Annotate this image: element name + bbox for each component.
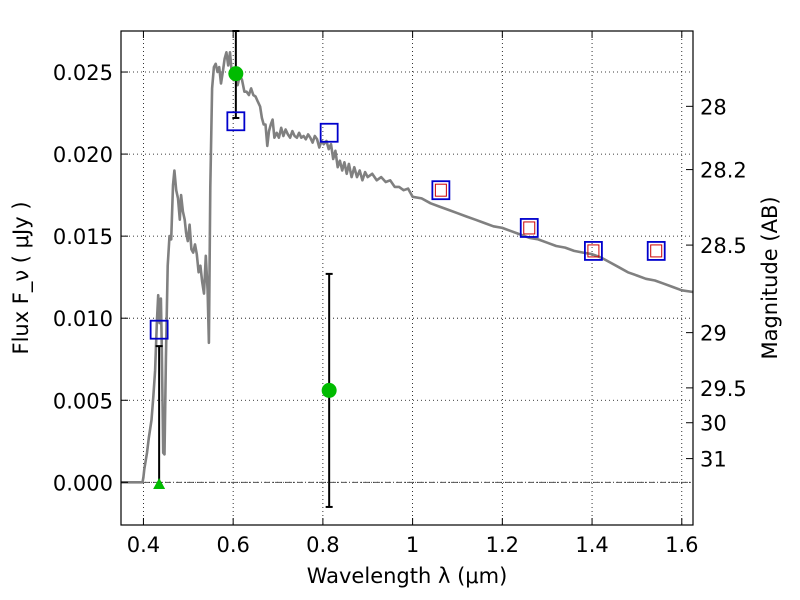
y-right-axis-label: Magnitude (AB): [758, 196, 782, 359]
model-photometry-point: [646, 241, 666, 261]
y-axis-label: Flux F_ν ( μJy ): [9, 201, 34, 354]
x-tick-label: 1.4: [575, 533, 608, 557]
model-photometry-point: [519, 218, 539, 238]
model-photometry-point: [149, 319, 169, 340]
model-spectrum-line: [121, 51, 694, 484]
model-photometry-point: [226, 111, 246, 132]
axis-ticks: [121, 31, 693, 525]
model-photometry-point: [319, 122, 339, 143]
model-photometry-inner-mark: [434, 183, 447, 197]
y-right-tick-label: 30: [700, 412, 727, 436]
x-axis-label: Wavelength λ (μm): [307, 564, 508, 588]
y-tick-label: 0.010: [53, 307, 113, 331]
x-tick-label: 1.2: [486, 533, 519, 557]
x-tick-label: 0.8: [306, 533, 339, 557]
y-right-tick-label: 28: [700, 95, 727, 119]
y-right-tick-label: 31: [700, 448, 727, 472]
observed-upper-limit-point: [153, 477, 166, 489]
x-tick-label: 0.6: [216, 533, 249, 557]
observed-photometry-point: [228, 66, 244, 82]
x-tick-label: 0.4: [127, 533, 160, 557]
y-tick-label: 0.005: [53, 389, 113, 413]
model-photometry-point: [431, 180, 451, 201]
tick-labels: 0.4 0.6 0.8 1 1.2 1.4 1.6 0.000 0.005 0.010 0.015 0…: [53, 61, 747, 557]
y-tick-label: 0.000: [53, 471, 113, 495]
y-right-tick-label: 28.2: [700, 159, 747, 183]
model-spectrum: [121, 51, 694, 484]
model-photometry-point: [584, 241, 603, 261]
y-right-tick-label: 29.5: [700, 377, 747, 401]
x-tick-label: 1.6: [665, 533, 698, 557]
observed-photometry-point: [321, 382, 337, 398]
model-photometry-inner-mark: [587, 244, 600, 258]
plot-frame: [120, 30, 694, 526]
y-right-tick-label: 29: [700, 322, 727, 346]
x-tick-label: 1: [406, 533, 419, 557]
y-right-tick-label: 28.5: [700, 234, 747, 258]
y-tick-label: 0.020: [53, 143, 113, 167]
y-tick-label: 0.025: [53, 61, 113, 85]
y-tick-label: 0.015: [53, 225, 113, 249]
model-photometry-inner-mark: [650, 244, 663, 258]
data-markers: [149, 66, 666, 489]
model-photometry-inner-mark: [523, 221, 536, 235]
